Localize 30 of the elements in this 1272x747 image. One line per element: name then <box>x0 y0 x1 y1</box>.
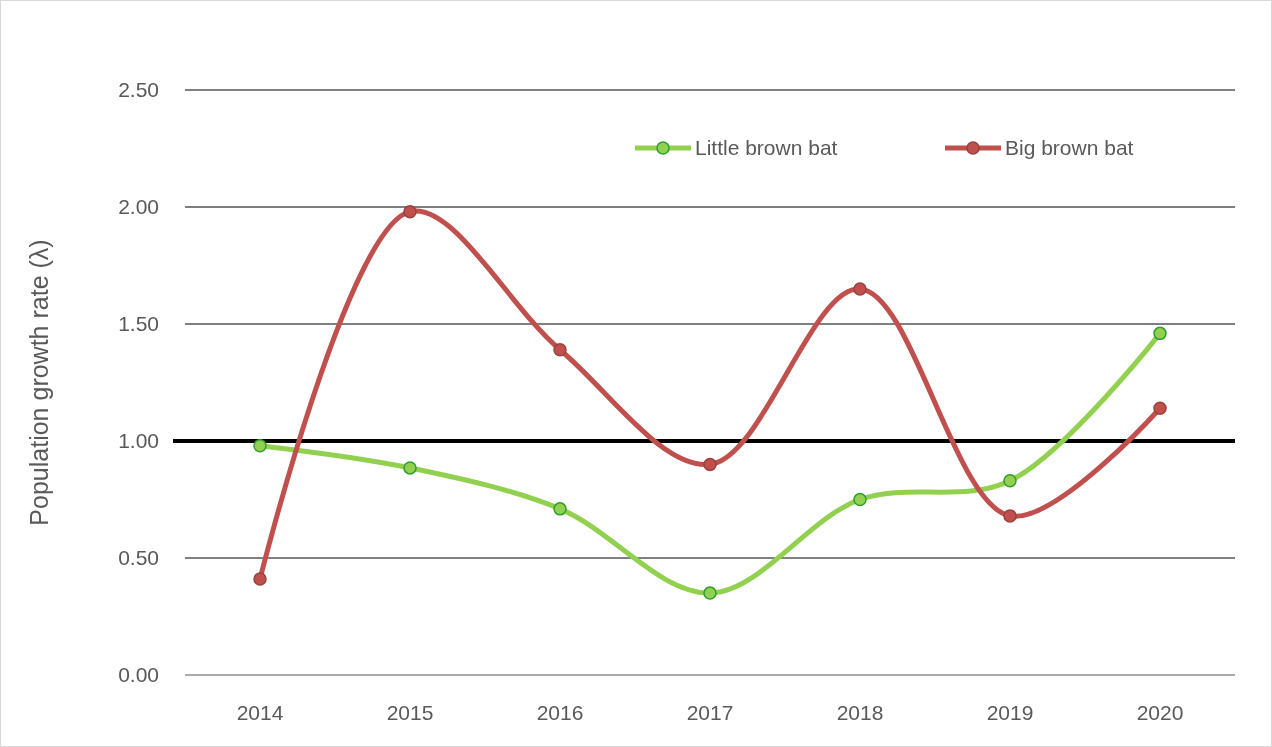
point <box>853 282 867 296</box>
point <box>1003 474 1017 488</box>
point <box>253 438 267 453</box>
y-tick-label: 2.50 <box>118 78 159 102</box>
y-tick-label: 0.00 <box>118 663 159 687</box>
point <box>703 586 717 600</box>
point <box>553 502 567 516</box>
point <box>553 342 567 357</box>
point <box>1153 326 1167 341</box>
point <box>403 204 417 219</box>
x-tick-label: 2019 <box>986 701 1034 724</box>
x-tick-label: 2016 <box>536 701 584 724</box>
point <box>253 572 267 586</box>
x-tick-label: 2017 <box>686 701 734 724</box>
point <box>853 492 867 507</box>
y-tick-label: 0.50 <box>118 546 159 570</box>
y-tick-label: 1.50 <box>118 312 159 336</box>
point <box>1003 509 1017 523</box>
x-tick-label: 2015 <box>386 701 434 724</box>
legend-label: Big brown bat <box>1005 136 1134 160</box>
x-tick-label: 2020 <box>1136 701 1184 724</box>
point <box>703 457 717 472</box>
x-tick-label: 2018 <box>836 701 884 724</box>
y-tick-label: 1.00 <box>118 429 159 453</box>
point <box>1153 401 1167 415</box>
y-axis-title: Population growth rate (λ) <box>25 239 53 526</box>
legend-label: Little brown bat <box>695 136 838 160</box>
x-tick-label: 2014 <box>236 701 284 724</box>
point <box>403 461 417 475</box>
y-tick-label: 2.00 <box>118 195 159 219</box>
